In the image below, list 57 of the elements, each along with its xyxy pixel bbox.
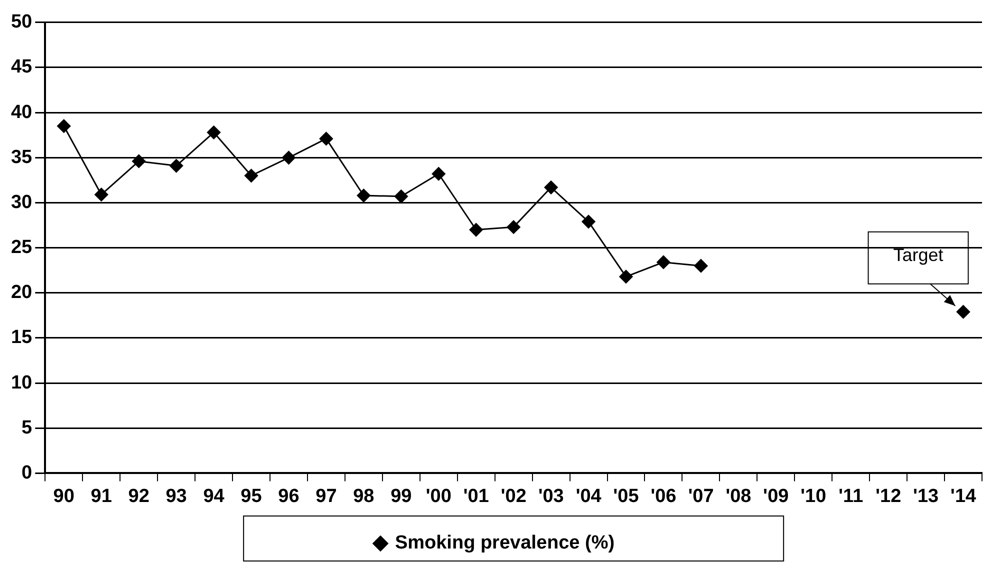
x-tick-label: '01 — [463, 486, 490, 507]
x-tick-label: 98 — [353, 486, 374, 507]
x-tick-label: '02 — [500, 486, 526, 507]
x-tick-label: '14 — [950, 486, 977, 507]
point — [956, 305, 970, 319]
point — [244, 168, 258, 182]
point — [94, 188, 108, 202]
y-tick-label: 10 — [10, 372, 32, 394]
y-tick-label: 15 — [10, 327, 33, 348]
x-tick-label: 91 — [90, 486, 112, 507]
x-tick-label: 95 — [240, 486, 262, 507]
x-tick-label: 93 — [166, 486, 187, 507]
point — [57, 119, 71, 133]
x-tick-label: 94 — [203, 486, 225, 507]
y-tick-label: 5 — [22, 417, 33, 438]
point — [170, 159, 184, 173]
y-tick-label: 45 — [10, 56, 33, 78]
point — [582, 214, 596, 228]
x-tick-label: '04 — [576, 486, 602, 507]
x-tick-label: '12 — [875, 486, 902, 507]
point — [656, 255, 670, 269]
x-tick-label: 90 — [53, 486, 74, 507]
x-tick-label: '11 — [838, 486, 864, 507]
y-tick-label: 40 — [10, 102, 32, 123]
x-tick-label: 99 — [390, 486, 412, 507]
point — [619, 270, 633, 284]
y-tick-label: 20 — [10, 282, 32, 304]
x-tick-label: '07 — [688, 486, 714, 507]
point — [282, 150, 296, 164]
point — [319, 132, 333, 146]
legend-label: Smoking prevalence (%) — [394, 532, 615, 554]
point — [694, 259, 708, 273]
point — [544, 180, 558, 194]
annotation: Target — [893, 244, 944, 265]
x-tick-label: '10 — [800, 486, 826, 507]
point — [207, 126, 221, 140]
x-tick-label: '06 — [650, 486, 676, 507]
x-tick-label: '13 — [912, 486, 939, 507]
point — [394, 190, 408, 204]
y-tick-label: 25 — [10, 237, 33, 258]
x-tick-label: '03 — [538, 486, 564, 507]
point — [132, 154, 146, 168]
y-tick-label: 30 — [10, 192, 32, 213]
x-tick-label: 96 — [278, 486, 300, 507]
point — [506, 220, 520, 234]
y-tick-label: 50 — [10, 12, 32, 33]
y-tick-label: 35 — [10, 146, 33, 168]
y-tick-label: 0 — [22, 462, 32, 484]
x-tick-label: '09 — [763, 486, 789, 507]
x-tick-label: '00 — [426, 486, 452, 507]
x-tick-label: '08 — [726, 486, 752, 507]
x-tick-label: 97 — [316, 486, 337, 507]
x-tick-label: 92 — [128, 486, 150, 507]
x-tick-label: '05 — [613, 486, 640, 507]
point — [432, 167, 446, 181]
point — [469, 223, 483, 237]
point — [356, 188, 370, 202]
